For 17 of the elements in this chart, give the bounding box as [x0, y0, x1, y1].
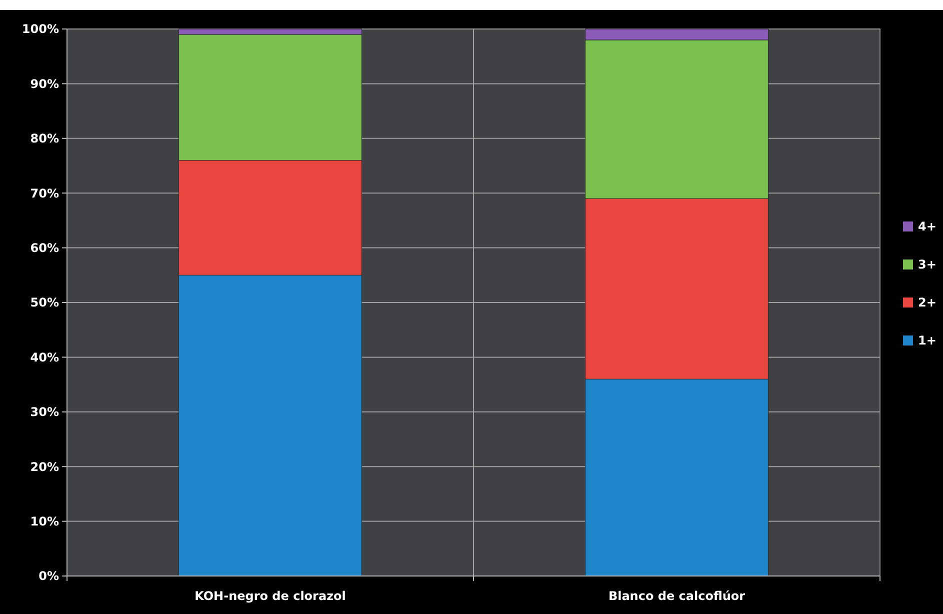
- y-tick-label: 70%: [30, 186, 59, 200]
- y-tick-label: 90%: [30, 76, 59, 91]
- y-tick-label: 30%: [30, 405, 59, 420]
- y-tick-label: 100%: [22, 22, 59, 36]
- y-tick-label: 60%: [30, 241, 59, 255]
- legend-label: 3+: [918, 258, 936, 272]
- y-tick-label: 10%: [30, 514, 59, 528]
- x-tick-label: Blanco de calcoflúor: [608, 589, 746, 603]
- y-tick-label: 80%: [30, 132, 59, 146]
- y-tick-label: 20%: [30, 460, 59, 474]
- legend-label: 1+: [918, 334, 936, 348]
- y-tick-label: 50%: [30, 296, 59, 310]
- legend-label: 2+: [918, 296, 936, 310]
- y-tick-label: 40%: [30, 350, 59, 364]
- y-tick-label: 0%: [38, 569, 59, 584]
- x-tick-label: KOH-negro de clorazol: [194, 589, 346, 603]
- legend-label: 4+: [918, 220, 936, 234]
